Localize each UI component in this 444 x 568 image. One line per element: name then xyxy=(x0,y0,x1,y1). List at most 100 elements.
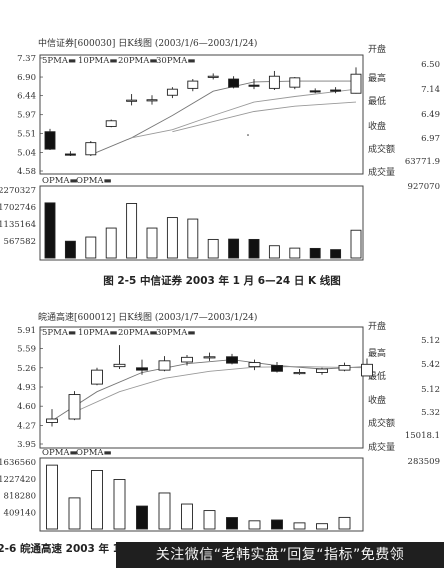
chart-2-info-panel: 开盘最高最低收盘成交额成交量5.125.425.125.3215018.1283… xyxy=(368,320,440,467)
candle-body xyxy=(105,120,117,127)
candle-body xyxy=(271,365,283,372)
chart-1-volume-legend: OPMA▬OPMA▬ xyxy=(42,176,112,186)
candle-body xyxy=(187,80,199,89)
ma-legend-label: 5PMA▬ xyxy=(42,328,76,338)
chart-2-price-frame xyxy=(39,326,364,449)
candle-body xyxy=(85,142,97,156)
candle-body xyxy=(248,362,261,368)
candle-body xyxy=(113,363,126,368)
volume-tick-label: 2270327 xyxy=(0,186,36,196)
volume-bar xyxy=(158,492,171,530)
volume-bar xyxy=(68,497,81,530)
chart-2-volume-axis: 409140 818280 1227420 1636560 xyxy=(0,458,36,518)
info-value: 5.42 xyxy=(421,360,440,370)
ma-legend-label: 10PMA▬ xyxy=(78,328,117,338)
volume-bar xyxy=(271,519,283,530)
info-label: 开盘 xyxy=(368,320,386,332)
chart-1-volume-frame xyxy=(39,185,364,261)
info-label: 最高 xyxy=(368,72,386,84)
watermark-banner: 关注微信“老韩实盘”回复“指标”免费领 xyxy=(116,542,444,568)
info-label: 收盘 xyxy=(368,394,386,406)
candle-body xyxy=(338,365,351,371)
candle-body xyxy=(289,77,301,88)
candle-body xyxy=(293,372,306,375)
chart-2-moving-averages xyxy=(51,359,368,422)
candle-body xyxy=(316,368,328,373)
info-label: 成交额 xyxy=(368,417,395,429)
candle-body xyxy=(330,89,342,92)
chart-1-caption: 图 2-5 中信证券 2003 年 1 月 6—24 日 K 线图 xyxy=(103,274,341,287)
candle-body xyxy=(68,394,81,420)
volume-bar xyxy=(248,520,261,530)
ma-legend-label: 20PMA▬ xyxy=(118,56,157,66)
volume-bar xyxy=(293,522,306,530)
volume-bar xyxy=(146,227,158,259)
chart-1-price-axis: 4.58 5.04 5.51 5.97 6.44 6.90 7.37 xyxy=(17,54,43,177)
volume-bar xyxy=(289,247,301,259)
ma-legend-label: 20PMA▬ xyxy=(118,328,157,338)
chart-1: 中信证券[600030] 日K线图 (2003/1/6—2003/1/24) 5… xyxy=(0,37,440,287)
info-value: 6.49 xyxy=(421,110,440,120)
volume-legend-label: OPMA▬ xyxy=(76,176,112,186)
info-value: 15018.1 xyxy=(405,431,440,441)
candle-body xyxy=(166,88,178,96)
candle-body xyxy=(126,99,138,102)
volume-tick-label: 818280 xyxy=(4,492,36,502)
info-value: 5.32 xyxy=(421,408,440,418)
volume-bar xyxy=(85,236,97,259)
info-label: 成交量 xyxy=(368,441,395,453)
candle-body xyxy=(226,356,238,364)
candle-body xyxy=(268,75,280,89)
chart-2: 皖通高速[600012] 日K线图 (2003/1/7—2003/1/24) 5… xyxy=(0,311,440,555)
price-tick-label: 3.95 xyxy=(17,440,36,450)
ma-line xyxy=(172,101,357,133)
chart-1-price-frame xyxy=(39,54,364,175)
price-tick-label: 6.44 xyxy=(17,92,36,102)
ma-line xyxy=(51,359,368,422)
ma-line xyxy=(131,88,357,139)
candle-body xyxy=(46,418,58,423)
volume-bar xyxy=(330,249,342,259)
volume-bar xyxy=(46,464,58,530)
candle-body xyxy=(203,356,216,359)
volume-tick-label: 1135164 xyxy=(0,220,36,230)
chart-1-title: 中信证券[600030] 日K线图 (2003/1/6—2003/1/24) xyxy=(38,37,257,49)
price-tick-label: 5.51 xyxy=(17,129,36,139)
ma-legend-label: 10PMA▬ xyxy=(78,56,117,66)
info-value: 7.14 xyxy=(421,85,440,95)
volume-bar xyxy=(113,479,126,530)
price-tick-label: 4.27 xyxy=(17,421,36,431)
chart-1-ma-legend: 5PMA▬ 10PMA▬ 20PMA▬30PMA▬ xyxy=(42,56,195,66)
volume-bar xyxy=(226,517,238,530)
info-label: 最高 xyxy=(368,347,386,359)
volume-legend-label: OPMA▬ xyxy=(76,448,112,458)
price-tick-label: 5.26 xyxy=(17,364,36,374)
volume-bar xyxy=(105,227,117,259)
chart-2-volume-frame xyxy=(39,457,364,532)
price-tick-label: 7.37 xyxy=(17,54,36,64)
candle-body xyxy=(64,153,76,156)
volume-bar xyxy=(64,240,76,259)
volume-tick-label: 1702746 xyxy=(0,203,36,213)
volume-tick-label: 409140 xyxy=(4,508,36,518)
volume-bar xyxy=(136,505,148,530)
volume-bar xyxy=(166,217,178,259)
volume-bar xyxy=(268,245,280,259)
volume-bar xyxy=(338,516,351,530)
ma-line xyxy=(74,366,368,413)
volume-bar xyxy=(350,229,362,259)
price-tick-label: 5.04 xyxy=(17,148,36,158)
chart-2-volume-bars xyxy=(46,464,351,530)
candle-body xyxy=(181,356,193,363)
volume-legend-label: OPMA▬ xyxy=(42,448,78,458)
volume-bar xyxy=(44,202,56,259)
candle-body xyxy=(228,78,240,88)
price-tick-label: 5.97 xyxy=(17,111,36,121)
price-tick-label: 4.93 xyxy=(17,383,36,393)
volume-bar xyxy=(126,203,138,259)
info-label: 最低 xyxy=(368,95,386,107)
chart-2-candles xyxy=(46,345,373,427)
volume-tick-label: 1636560 xyxy=(0,458,36,468)
